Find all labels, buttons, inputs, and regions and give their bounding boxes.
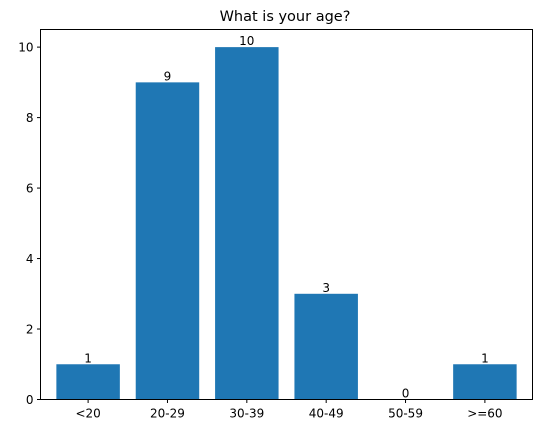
chart-title: What is your age? (220, 9, 351, 25)
plot-frame (40, 29, 533, 400)
bar-value-label: 1 (84, 351, 92, 365)
y-tick-label: 10 (18, 41, 33, 55)
y-tick-label: 8 (26, 111, 34, 125)
data-labels-group: 1 9 10 3 0 1 (84, 34, 488, 400)
y-tick-label: 0 (26, 393, 34, 407)
bar-value-label: 0 (402, 387, 410, 401)
bar (135, 82, 200, 400)
bar (294, 293, 358, 400)
bar (453, 364, 517, 400)
y-axis: 0 2 4 6 8 10 (18, 41, 41, 407)
bar-value-label: 1 (481, 351, 489, 365)
bars-group (56, 47, 517, 400)
x-tick-label: 40-49 (309, 407, 344, 421)
bar-value-label: 9 (164, 69, 172, 83)
x-tick-label: <20 (75, 407, 100, 421)
y-tick-label: 6 (26, 182, 34, 196)
x-tick-label: >=60 (467, 407, 502, 421)
x-axis: <20 20-29 30-39 40-49 50-59 >=60 (75, 399, 503, 421)
bar (56, 364, 120, 400)
x-tick-label: 50-59 (388, 407, 423, 421)
bar-value-label: 10 (239, 34, 254, 48)
x-tick-label: 20-29 (150, 407, 185, 421)
bar-value-label: 3 (322, 281, 330, 295)
y-tick-label: 4 (26, 252, 34, 266)
bar (215, 47, 279, 400)
x-tick-label: 30-39 (229, 407, 264, 421)
y-tick-label: 2 (26, 323, 34, 337)
